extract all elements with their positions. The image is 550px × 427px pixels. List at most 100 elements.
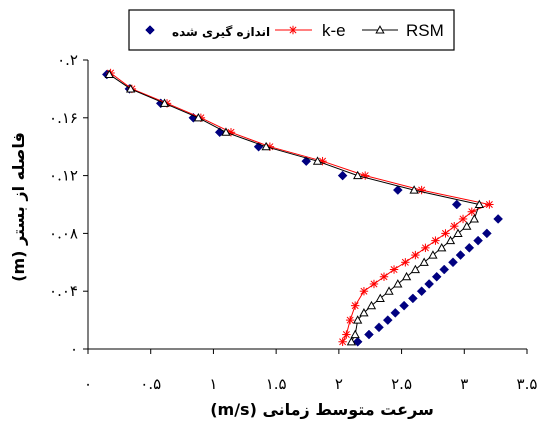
data-point <box>369 279 379 289</box>
legend-item-0: اندازه گیری شده <box>145 25 270 39</box>
data-point <box>345 315 355 325</box>
y-axis-title: فاصله از بستر (m) <box>9 132 28 282</box>
series-line <box>109 73 480 343</box>
legend-marker <box>288 25 298 35</box>
y-tick-label: ۰.۲ <box>57 51 78 69</box>
data-point <box>437 243 447 252</box>
data-point <box>482 228 492 239</box>
data-point <box>451 199 462 210</box>
data-point <box>411 250 420 260</box>
series-1 <box>106 68 494 346</box>
x-tick-label: ۰.۵ <box>140 375 161 393</box>
series-layer <box>101 68 504 347</box>
data-point <box>193 112 204 122</box>
data-point <box>390 308 401 318</box>
x-axis-title: سرعت متوسط زمانی (m/s) <box>210 400 434 419</box>
data-point <box>125 84 136 93</box>
data-point <box>374 322 384 333</box>
data-point <box>104 69 114 78</box>
data-point <box>392 185 403 195</box>
legend: اندازه گیری شده k-e RSM <box>128 9 455 51</box>
data-point <box>458 214 468 224</box>
data-point <box>350 301 360 310</box>
data-point <box>462 221 472 230</box>
data-point <box>453 228 463 237</box>
series-line <box>110 72 492 343</box>
series-0 <box>101 69 504 347</box>
legend-marker <box>145 25 155 35</box>
data-point <box>450 221 459 231</box>
data-point <box>401 271 412 281</box>
data-point <box>399 300 409 311</box>
x-tick-label: ۱ <box>209 375 217 393</box>
data-point <box>445 235 456 245</box>
data-point <box>431 271 442 282</box>
data-point <box>379 272 389 281</box>
legend-label: اندازه گیری شده <box>172 25 270 39</box>
axes: ۰ ۰.۰۴ ۰.۰۸ ۰.۱۲ ۰.۱۶ ۰.۲ ۰ ۰.۵ ۱ ۱.۵ ۲ ۲.۵ ۳ ۳.۵ <box>49 51 537 393</box>
data-point <box>312 156 323 165</box>
data-point <box>448 257 458 268</box>
data-point <box>337 170 348 181</box>
data-point <box>342 330 351 339</box>
x-tick-label: ۰ <box>84 375 92 393</box>
data-point <box>401 258 410 267</box>
data-point <box>375 293 385 302</box>
y-tick-label: ۰.۱۶ <box>49 109 78 127</box>
legend-marker <box>375 25 385 34</box>
data-point <box>350 329 360 339</box>
data-point <box>421 243 430 253</box>
series-2 <box>104 69 484 346</box>
data-point <box>364 329 374 340</box>
data-point <box>346 336 357 346</box>
data-point <box>338 337 347 346</box>
data-point <box>493 214 504 224</box>
data-point <box>417 185 426 195</box>
data-point <box>464 242 475 253</box>
data-point <box>419 257 429 266</box>
legend-label: RSM <box>406 21 444 40</box>
data-point <box>359 287 369 296</box>
x-tick-label: ۲ <box>335 375 343 393</box>
data-point <box>382 315 393 325</box>
data-point <box>353 315 363 324</box>
data-point <box>159 98 170 107</box>
data-point <box>389 265 399 274</box>
data-point <box>221 127 231 136</box>
x-tick-label: ۳ <box>460 375 468 393</box>
data-point <box>428 250 438 259</box>
x-tick-label: ۲.۵ <box>391 375 412 393</box>
data-point <box>384 286 394 295</box>
data-point <box>352 336 363 347</box>
y-tick-label: ۰.۰۴ <box>49 282 78 300</box>
y-tick-label: ۰.۱۲ <box>49 167 78 185</box>
y-tick-label: ۰ <box>70 340 78 358</box>
data-point <box>409 185 419 194</box>
data-point <box>393 279 403 288</box>
data-point <box>439 264 450 275</box>
data-point <box>353 170 363 180</box>
data-point <box>408 293 418 304</box>
legend-box <box>128 9 455 51</box>
data-point <box>261 141 271 151</box>
legend-item-1: k-e <box>275 21 346 40</box>
data-point <box>469 214 479 223</box>
data-point <box>366 300 377 310</box>
x-tick-label: ۱.۵ <box>266 375 287 393</box>
data-point <box>416 286 427 297</box>
data-point <box>485 200 494 209</box>
data-point <box>474 199 484 209</box>
x-tick-label: ۳.۵ <box>517 375 538 393</box>
data-point <box>467 207 477 216</box>
data-point <box>424 279 435 289</box>
data-point <box>455 250 466 260</box>
y-tick-label: ۰.۰۸ <box>49 224 78 242</box>
data-point <box>431 236 440 245</box>
legend-label: k-e <box>322 21 346 40</box>
data-point <box>410 264 421 274</box>
data-point <box>359 308 369 317</box>
data-point <box>441 229 450 238</box>
legend-item-2: RSM <box>362 21 444 40</box>
data-point <box>473 235 483 246</box>
